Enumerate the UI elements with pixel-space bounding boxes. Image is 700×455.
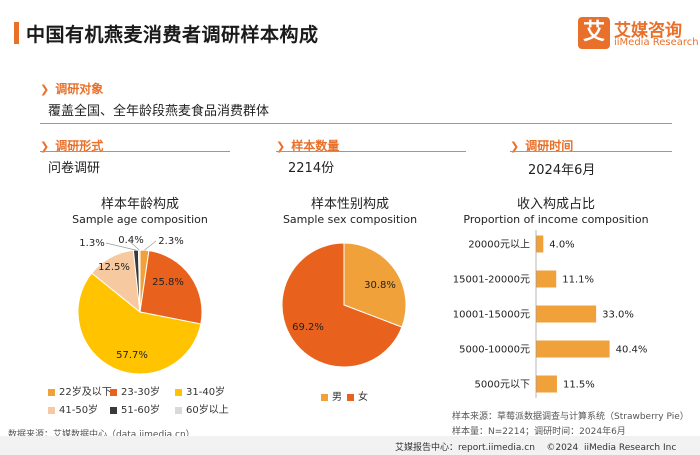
leader-line	[144, 240, 157, 251]
chevron-right-icon: ❯	[40, 83, 50, 96]
divider	[510, 151, 672, 152]
chevron-right-icon: ❯	[40, 140, 50, 153]
pie-value-label: 30.8%	[364, 280, 396, 291]
divider	[276, 151, 466, 152]
logo-text-en: iiMedia Research	[614, 37, 699, 48]
legend-item: 22岁及以下	[48, 383, 112, 398]
bar-category-label: 20000元以上	[468, 239, 530, 251]
pie-slice	[137, 249, 141, 313]
size-value: 2214份	[288, 161, 335, 176]
divider	[40, 151, 230, 152]
time-value: 2024年6月	[528, 163, 596, 178]
legend-item: 41-50岁	[48, 401, 98, 416]
income-bar-chart: 20000元以上 4.0% 15001-20000元 11.1% 10001-15000…	[453, 230, 648, 398]
legend-swatch	[48, 406, 55, 414]
pie-value-label: 69.2%	[292, 322, 324, 333]
pie-slice	[281, 242, 403, 368]
bar	[536, 340, 610, 358]
legend-item: 23-30岁	[110, 383, 160, 398]
age-chart-subtitle: Sample age composition	[72, 213, 208, 226]
leader-line	[127, 239, 140, 251]
bar-value-label: 4.0%	[549, 240, 574, 251]
pie-value-label: 2.3%	[158, 236, 183, 247]
bar-value-label: 40.4%	[616, 345, 648, 356]
source-right: 样本来源：草莓派数据调查与计算系统（Strawberry Pie）	[452, 412, 689, 422]
age-chart-title: 样本年龄构成	[100, 197, 179, 212]
title-accent-bar	[14, 22, 19, 44]
logo-mark: 艾	[578, 17, 610, 49]
income-chart-subtitle: Proportion of income composition	[463, 213, 649, 226]
form-label: 调研形式	[55, 139, 104, 153]
pie-value-label: 12.5%	[98, 262, 130, 273]
legend-item: 60岁以上	[175, 401, 229, 416]
sex-pie-labels: 30.8% 69.2%	[292, 280, 396, 333]
source-left: 数据来源：艾媒数据中心（data.iimedia.cn）	[8, 430, 195, 440]
legend-swatch	[347, 393, 354, 401]
pie-value-label: 25.8%	[152, 277, 184, 288]
age-pie-chart	[77, 249, 203, 375]
legend-item: 31-40岁	[175, 383, 225, 398]
sample-note: 样本量：N=2214；调研时间：2024年6月	[452, 427, 626, 437]
pie-value-label: 0.4%	[118, 235, 143, 246]
pie-slice	[77, 272, 202, 375]
sex-chart-title: 样本性别构成	[310, 197, 389, 212]
legend-swatch	[321, 393, 328, 401]
bar	[536, 375, 557, 393]
bottom-credit: 艾媒报告中心：report.iimedia.cn ©2024 iiMedia R…	[395, 443, 677, 453]
legend-swatch	[110, 388, 117, 396]
bar-value-label: 33.0%	[602, 310, 634, 321]
legend-swatch	[110, 406, 117, 414]
pie-slice	[139, 250, 203, 325]
pie-value-label: 57.7%	[116, 350, 148, 361]
bar-value-label: 11.1%	[562, 275, 594, 286]
bar-category-label: 10001-15000元	[453, 310, 530, 321]
bar	[536, 305, 597, 323]
bar-category-label: 15001-20000元	[453, 275, 530, 286]
income-chart-title: 收入构成占比	[516, 197, 595, 212]
bar	[536, 235, 544, 253]
time-label: 调研时间	[525, 139, 574, 153]
legend-item: 男	[321, 388, 342, 403]
sex-chart-subtitle: Sample sex composition	[282, 213, 418, 226]
divider	[40, 123, 672, 124]
bar-category-label: 5000元以下	[475, 380, 530, 391]
object-value: 覆盖全国、全年龄段燕麦食品消费群体	[48, 104, 270, 119]
bar-value-label: 11.5%	[563, 380, 595, 391]
size-heading: ❯ 样本数量	[276, 135, 339, 154]
object-label: 调研对象	[55, 82, 104, 96]
legend-swatch	[175, 406, 182, 414]
pie-slice	[343, 242, 407, 328]
pie-value-label: 1.3%	[79, 238, 104, 249]
leader-line	[105, 242, 136, 251]
form-heading: ❯ 调研形式	[40, 135, 103, 154]
page-title: 中国有机燕麦消费者调研样本构成	[26, 24, 319, 46]
size-label: 样本数量	[291, 139, 340, 153]
bar	[536, 270, 557, 288]
sex-pie-chart	[281, 242, 407, 368]
legend-swatch	[48, 388, 55, 396]
chevron-right-icon: ❯	[276, 140, 286, 153]
legend-item: 51-60岁	[110, 401, 160, 416]
object-heading: ❯ 调研对象	[40, 78, 103, 97]
legend-swatch	[175, 388, 182, 396]
legend-item: 女	[347, 388, 368, 403]
age-pie-labels: 2.3% 25.8% 57.7% 12.5% 1.3% 0.4%	[79, 235, 184, 361]
form-value: 问卷调研	[48, 161, 101, 176]
bar-category-label: 5000-10000元	[459, 345, 530, 356]
logo-text-cn: 艾媒咨询	[614, 21, 682, 41]
time-heading: ❯ 调研时间	[510, 135, 573, 154]
chevron-right-icon: ❯	[510, 140, 520, 153]
bottom-bar	[0, 436, 700, 455]
